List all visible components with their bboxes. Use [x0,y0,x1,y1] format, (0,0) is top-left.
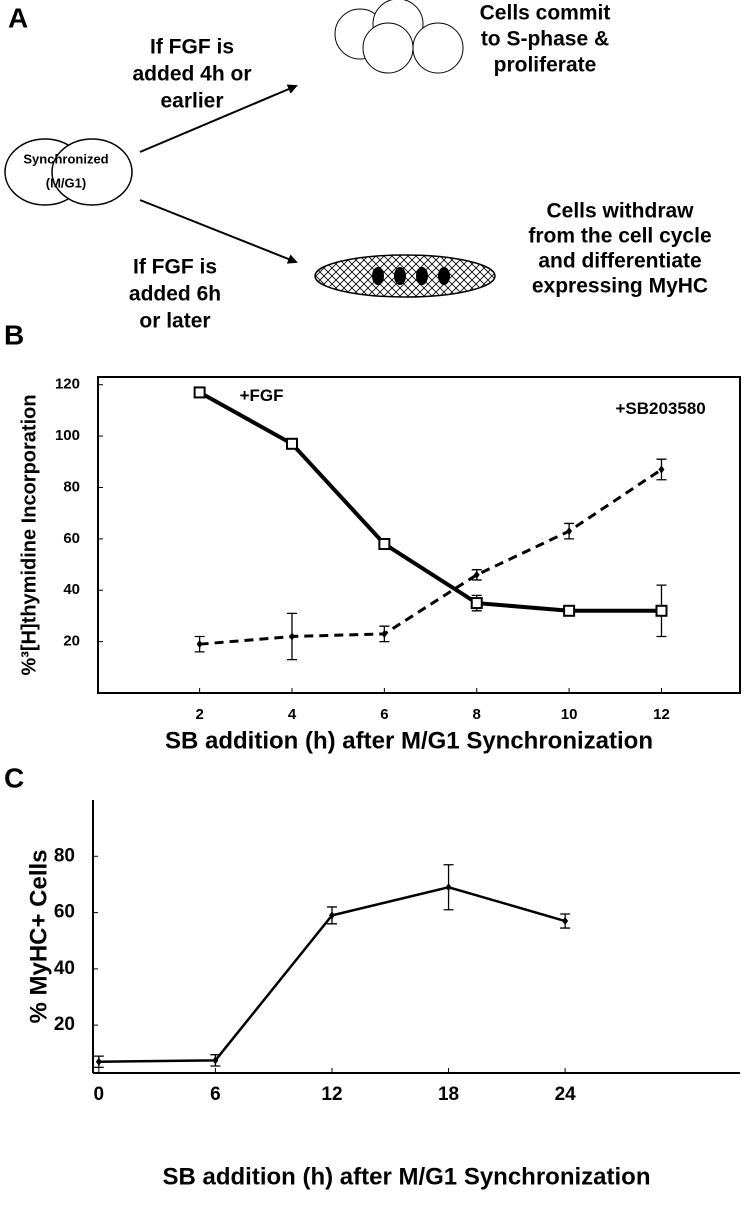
data-point [196,640,203,649]
y-tick-label: 40 [63,581,80,598]
condition-text: added 4h or [132,63,251,86]
cell [362,22,414,74]
y-tick-label: 20 [54,1014,75,1035]
result-text: expressing MyHC [532,275,708,298]
arrow [139,84,298,153]
panel-label: B [4,319,24,350]
data-point [655,604,668,617]
panel-a: A Synchronized (M/G1) If FGF is added 4h… [4,0,712,333]
nucleus [372,267,384,285]
cell-label: (M/G1) [46,175,86,190]
x-tick-label: 2 [195,706,203,723]
panel-label: C [4,762,24,793]
y-tick-label: 80 [63,478,80,495]
x-tick-label: 4 [288,706,297,723]
condition-text: earlier [160,90,223,113]
y-tick-label: 20 [63,633,80,650]
arrow [139,199,298,264]
y-tick-label: 100 [55,427,80,444]
data-point [212,1056,219,1065]
y-axis-label: % MyHC+ Cells [25,849,52,1023]
data-point [445,883,452,892]
y-axis-label: %³[H]thymidine Incorporation [18,394,40,675]
data-point [470,597,483,610]
x-tick-label: 8 [473,706,481,723]
x-axis-label: SB addition (h) after M/G1 Synchronizati… [162,1163,650,1190]
data-point [288,632,295,641]
data-point [95,1057,102,1066]
x-tick-label: 24 [555,1084,577,1105]
condition-text: If FGF is [150,36,234,59]
result-text: and differentiate [538,250,701,273]
result-text: from the cell cycle [528,225,711,248]
y-tick-label: 60 [63,530,80,547]
series-annotation: +FGF [240,386,284,405]
nucleus [394,267,406,285]
x-tick-label: 12 [321,1084,342,1105]
result-text: Cells withdraw [546,200,694,223]
series-annotation: +SB203580 [615,399,705,418]
data-point [563,604,576,617]
y-tick-label: 120 [55,376,80,393]
y-tick-label: 40 [54,958,75,979]
nucleus [416,267,428,285]
cell [412,22,464,74]
plot-frame [97,376,741,694]
x-tick-label: 18 [438,1084,459,1105]
cell [51,138,133,206]
x-tick-label: 10 [561,706,578,723]
condition-text: or later [139,310,210,333]
data-point [473,570,480,579]
condition-text: If FGF is [133,256,217,279]
data-point [562,917,569,926]
x-tick-label: 0 [94,1084,105,1105]
data-point [328,911,335,920]
x-tick-label: 12 [653,706,670,723]
data-point [566,527,573,536]
x-axis-label: SB addition (h) after M/G1 Synchronizati… [165,727,653,754]
data-line [198,390,662,613]
data-line [199,468,663,646]
data-point [381,629,388,638]
x-tick-label: 6 [210,1084,221,1105]
x-tick-label: 6 [380,706,388,723]
nucleus [438,267,450,285]
data-point [378,537,391,550]
result-text: Cells commit [480,2,611,25]
data-point [658,465,665,474]
cell-label: Synchronized [23,151,108,166]
result-text: proliferate [494,54,597,77]
data-point [285,437,298,450]
result-text: to S-phase & [481,28,609,51]
panel-label: A [8,2,28,33]
data-point [193,386,206,399]
y-tick-label: 80 [54,845,75,866]
y-tick-label: 60 [54,902,75,923]
condition-text: added 6h [129,283,221,306]
